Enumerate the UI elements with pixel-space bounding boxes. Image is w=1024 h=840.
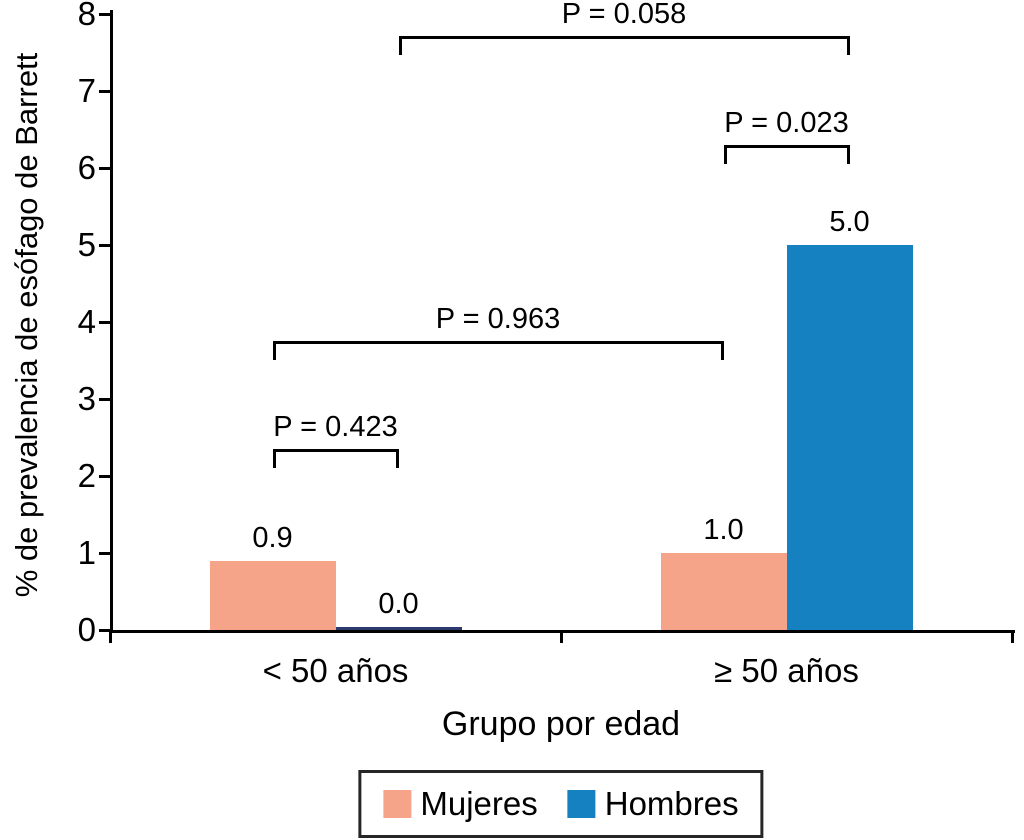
x-category-label: < 50 años — [262, 652, 409, 689]
bar-value-label: 0.0 — [378, 588, 419, 620]
bar-value-label: 5.0 — [829, 206, 870, 238]
legend-item-hombres: Hombres — [567, 785, 739, 823]
x-axis-title: Grupo por edad — [441, 705, 681, 743]
legend-item-mujeres: Mujeres — [383, 785, 538, 823]
x-tick-mark — [560, 630, 563, 643]
x-tick-mark — [1011, 630, 1014, 643]
p-value-bracket — [723, 145, 850, 164]
p-value-bracket — [272, 341, 724, 360]
y-tick-mark — [99, 552, 110, 555]
y-axis-title: % de prevalencia de esófago de Barrett — [9, 52, 44, 598]
y-tick-mark — [99, 90, 110, 93]
legend-label-mujeres: Mujeres — [420, 785, 538, 822]
y-tick-mark — [99, 167, 110, 170]
y-tick-label: 7 — [77, 72, 96, 109]
x-tick-mark — [109, 630, 112, 643]
p-value-bracket — [272, 449, 399, 468]
p-value-label: P = 0.963 — [435, 303, 561, 335]
y-tick-mark — [99, 629, 110, 632]
y-tick-label: 8 — [77, 0, 96, 32]
p-value-bracket — [398, 36, 850, 55]
y-tick-label: 3 — [77, 380, 96, 417]
y-tick-mark — [99, 321, 110, 324]
y-tick-mark — [99, 13, 110, 16]
y-tick-label: 2 — [77, 457, 96, 494]
hombres-color-swatch — [567, 790, 596, 818]
y-tick-label: 6 — [77, 149, 96, 186]
bar-value-label: 1.0 — [703, 514, 744, 546]
y-tick-mark — [99, 398, 110, 401]
legend-label-hombres: Hombres — [604, 785, 739, 822]
y-tick-label: 5 — [77, 226, 96, 263]
p-value-label: P = 0.058 — [561, 0, 687, 30]
p-value-label: P = 0.423 — [273, 411, 398, 443]
y-tick-label: 4 — [77, 303, 96, 340]
bar-hombres-0 — [335, 627, 462, 630]
y-tick-mark — [99, 475, 110, 478]
bar-mujeres-1 — [660, 553, 787, 630]
x-category-label: ≥ 50 años — [714, 652, 859, 689]
bar-value-label: 0.9 — [252, 522, 293, 554]
bar-mujeres-0 — [209, 561, 336, 630]
y-tick-mark — [99, 244, 110, 247]
y-tick-label: 1 — [77, 534, 96, 571]
legend: Mujeres Hombres — [358, 770, 764, 838]
mujeres-color-swatch — [383, 790, 412, 818]
bar-hombres-1 — [786, 245, 913, 630]
p-value-label: P = 0.023 — [724, 107, 849, 139]
y-tick-label: 0 — [77, 611, 96, 648]
